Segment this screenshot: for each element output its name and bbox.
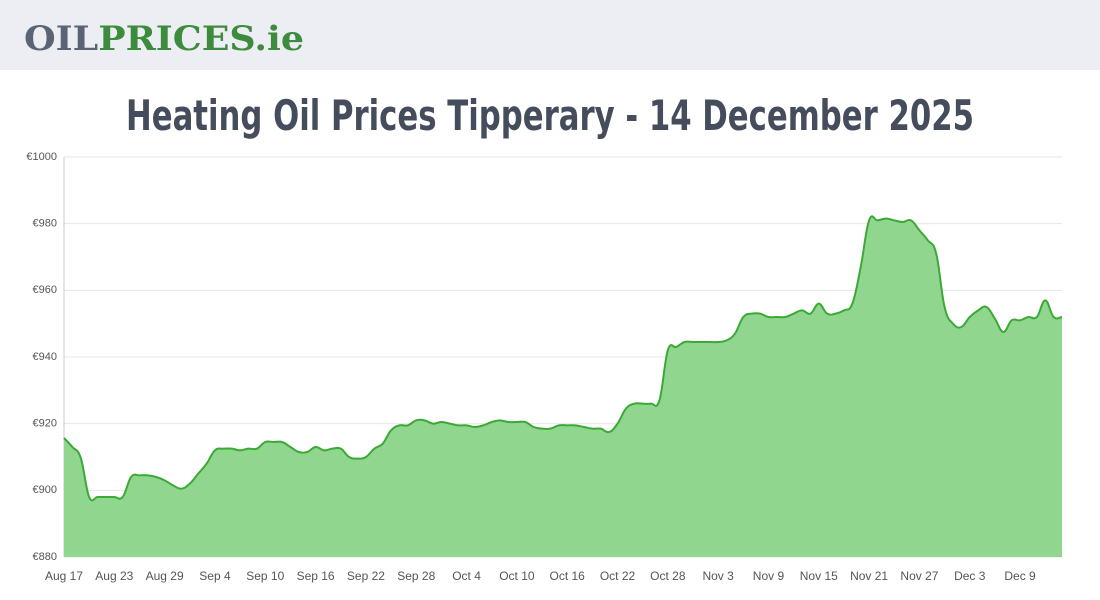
logo-part: OIL: [24, 19, 98, 59]
x-tick-label: Oct 16: [550, 569, 586, 583]
area: [64, 216, 1062, 557]
x-tick-label: Aug 23: [95, 569, 133, 583]
x-tick-label: Oct 22: [600, 569, 636, 583]
x-tick-label: Sep 10: [246, 569, 284, 583]
y-tick-label: €960: [33, 284, 57, 296]
x-tick-label: Sep 22: [347, 569, 385, 583]
y-tick-label: €980: [33, 218, 57, 230]
y-tick-label: €940: [33, 351, 57, 363]
x-tick-label: Sep 28: [397, 569, 435, 583]
line: [63, 215, 1063, 502]
x-tick-label: Nov 3: [702, 569, 734, 583]
x-tick-label: Nov 15: [800, 569, 838, 583]
y-tick-label: €900: [33, 484, 57, 496]
x-tick-label: Sep 4: [199, 569, 231, 583]
y-tick-label: €880: [33, 551, 57, 563]
x-tick-label: Dec 9: [1004, 569, 1036, 583]
x-tick-label: Aug 29: [146, 569, 184, 583]
chart-title: Heating Oil Prices Tipperary - 14 Decemb…: [126, 91, 974, 140]
x-tick-label: Nov 21: [850, 569, 888, 583]
x-tick-label: Aug 17: [45, 569, 83, 583]
x-tick-label: Oct 10: [499, 569, 535, 583]
x-tick-label: Oct 28: [650, 569, 686, 583]
x-tick-label: Nov 27: [900, 569, 938, 583]
logo-part: PRICES.ie: [98, 19, 304, 59]
x-tick-label: Sep 16: [297, 569, 335, 583]
x-tick-label: Oct 4: [452, 569, 481, 583]
x-tick-label: Nov 9: [753, 569, 785, 583]
header-bar: [0, 0, 1100, 70]
y-tick-label: €920: [33, 418, 57, 430]
x-tick-label: Dec 3: [954, 569, 986, 583]
logo[interactable]: OIL PRICES.ie: [24, 19, 304, 59]
y-tick-label: €1000: [26, 151, 57, 163]
